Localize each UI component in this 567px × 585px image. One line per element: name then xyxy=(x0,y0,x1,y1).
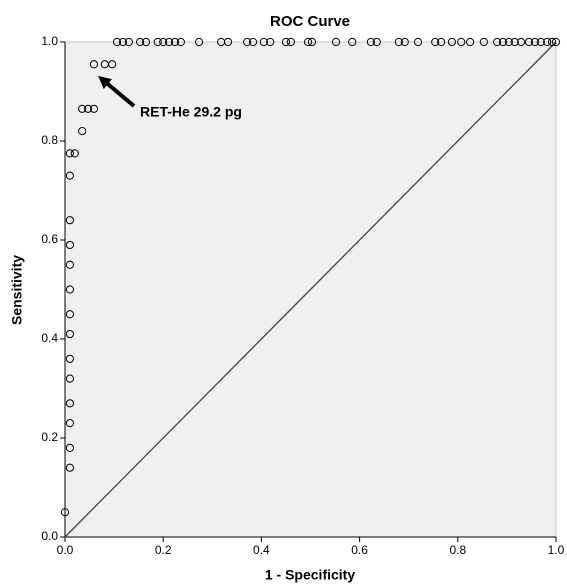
point xyxy=(78,104,87,113)
point xyxy=(307,37,317,47)
point xyxy=(65,354,75,363)
annotation-arrow xyxy=(98,75,136,108)
chart-title: ROC Curve xyxy=(270,13,350,30)
y-tick-label: 1.0 xyxy=(41,34,58,48)
point xyxy=(112,37,122,47)
point xyxy=(176,37,185,47)
point xyxy=(243,37,252,47)
point xyxy=(524,37,534,47)
point xyxy=(543,37,552,47)
point xyxy=(223,37,233,47)
annotation: RET-He 29.2 pg xyxy=(140,104,242,120)
point xyxy=(517,37,526,47)
point xyxy=(65,310,75,319)
point xyxy=(372,37,381,47)
y-tick-label: 0.0 xyxy=(41,529,58,543)
point xyxy=(65,171,75,180)
point xyxy=(65,399,75,408)
point xyxy=(504,37,513,47)
x-tick-label: 0.6 xyxy=(351,543,368,557)
point xyxy=(65,149,75,158)
point xyxy=(89,104,99,113)
point xyxy=(164,37,174,47)
point xyxy=(431,37,440,47)
point xyxy=(89,60,99,69)
point xyxy=(394,37,403,47)
point xyxy=(498,37,508,47)
point xyxy=(170,37,180,47)
point xyxy=(60,508,70,517)
point xyxy=(159,37,168,47)
point xyxy=(492,37,502,47)
point xyxy=(348,37,357,47)
point xyxy=(65,443,75,452)
y-tick-label: 0.6 xyxy=(41,232,58,246)
point xyxy=(510,37,519,47)
point xyxy=(65,419,75,428)
point xyxy=(118,37,128,47)
y-tick-label: 0.8 xyxy=(41,133,58,147)
point xyxy=(65,240,75,250)
point xyxy=(65,285,75,294)
point xyxy=(479,37,488,47)
point xyxy=(65,260,75,269)
point xyxy=(281,37,291,47)
x-tick-label: 0.2 xyxy=(155,543,172,557)
y-tick-label: 0.2 xyxy=(41,430,58,444)
point xyxy=(153,37,162,47)
point xyxy=(366,37,375,47)
point xyxy=(65,329,75,339)
y-tick-label: 0.4 xyxy=(41,331,58,345)
point xyxy=(70,149,79,158)
point xyxy=(465,37,475,47)
point xyxy=(65,374,75,383)
x-tick-label: 1.0 xyxy=(548,543,565,557)
point xyxy=(331,37,341,47)
point xyxy=(83,104,93,113)
y-axis-label: Sensitivity xyxy=(9,255,25,325)
point xyxy=(437,37,446,47)
point xyxy=(530,37,539,47)
x-tick-label: 0.4 xyxy=(253,543,270,557)
point xyxy=(447,37,457,47)
point xyxy=(259,37,268,47)
point xyxy=(65,216,75,225)
x-tick-label: 0.0 xyxy=(57,543,74,557)
point xyxy=(136,37,145,47)
point xyxy=(457,37,466,47)
point xyxy=(536,37,545,47)
point xyxy=(303,37,313,47)
point xyxy=(124,37,133,47)
x-axis-label: 1 - Specificity xyxy=(265,567,355,583)
point xyxy=(286,37,295,47)
point xyxy=(551,37,561,47)
x-tick-label: 0.8 xyxy=(449,543,466,557)
point xyxy=(65,463,75,472)
reference-line xyxy=(64,41,557,538)
point xyxy=(194,37,204,47)
point xyxy=(108,60,117,69)
point xyxy=(248,37,258,47)
point xyxy=(141,37,151,47)
point xyxy=(413,37,423,47)
point xyxy=(547,37,557,47)
point xyxy=(266,37,275,47)
point xyxy=(78,127,87,136)
point xyxy=(400,37,409,47)
